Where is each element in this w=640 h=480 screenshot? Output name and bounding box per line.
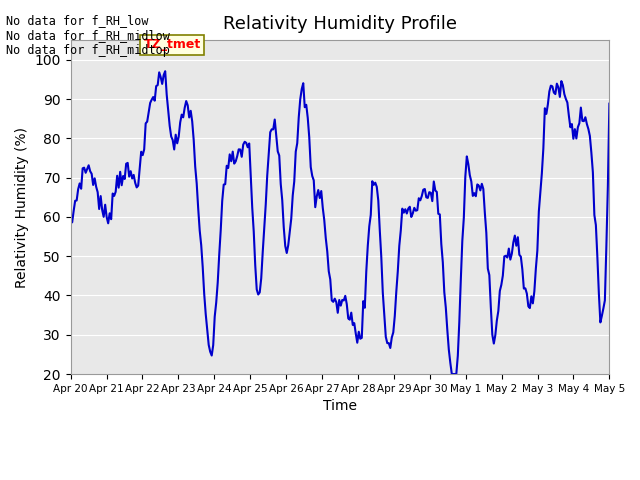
Text: TZ_tmet: TZ_tmet: [143, 38, 200, 51]
X-axis label: Time: Time: [323, 399, 357, 413]
Legend: : [335, 423, 346, 434]
Text: No data for f_RH_low
No data for f_RH_midlow
No data for f_RH_midtop: No data for f_RH_low No data for f_RH_mi…: [6, 14, 170, 58]
Title: Relativity Humidity Profile: Relativity Humidity Profile: [223, 15, 457, 33]
Y-axis label: Relativity Humidity (%): Relativity Humidity (%): [15, 127, 29, 288]
